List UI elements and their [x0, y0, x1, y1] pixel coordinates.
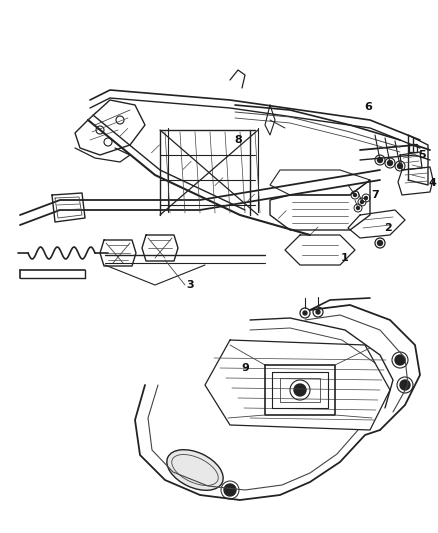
Text: 3: 3	[186, 280, 193, 290]
Circle shape	[399, 380, 409, 390]
Text: 4: 4	[427, 178, 435, 188]
Text: 8: 8	[233, 135, 241, 145]
Circle shape	[353, 193, 356, 197]
Text: 1: 1	[340, 253, 348, 263]
Text: 6: 6	[363, 102, 371, 112]
Circle shape	[394, 355, 404, 365]
Circle shape	[223, 484, 236, 496]
Text: 7: 7	[370, 190, 378, 200]
Text: 9: 9	[240, 363, 248, 373]
Circle shape	[293, 384, 305, 396]
Circle shape	[377, 157, 381, 163]
Circle shape	[364, 197, 367, 199]
Circle shape	[302, 311, 306, 315]
Circle shape	[360, 200, 363, 204]
Text: 5: 5	[417, 150, 425, 160]
Circle shape	[315, 310, 319, 314]
Circle shape	[387, 160, 392, 166]
Text: 2: 2	[383, 223, 391, 233]
Circle shape	[377, 240, 381, 246]
Circle shape	[396, 164, 402, 168]
Ellipse shape	[166, 450, 223, 490]
Circle shape	[356, 206, 359, 209]
